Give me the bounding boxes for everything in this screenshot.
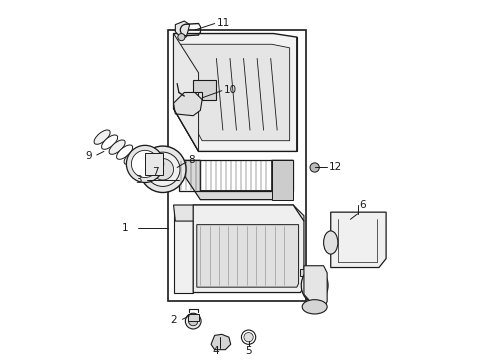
- Circle shape: [189, 316, 198, 326]
- Ellipse shape: [124, 150, 140, 164]
- Ellipse shape: [94, 130, 110, 144]
- Circle shape: [146, 152, 180, 186]
- Text: 11: 11: [217, 18, 230, 28]
- Circle shape: [126, 145, 164, 183]
- Polygon shape: [331, 212, 386, 267]
- Polygon shape: [173, 93, 202, 116]
- Text: 12: 12: [329, 162, 342, 172]
- Text: 3: 3: [135, 175, 142, 185]
- Polygon shape: [181, 44, 290, 141]
- Ellipse shape: [117, 145, 133, 159]
- Polygon shape: [175, 21, 190, 37]
- Text: 2: 2: [171, 315, 177, 325]
- Polygon shape: [173, 33, 198, 152]
- Polygon shape: [197, 225, 298, 287]
- Circle shape: [244, 333, 253, 342]
- Text: 1: 1: [122, 223, 129, 233]
- Polygon shape: [304, 266, 327, 309]
- Ellipse shape: [101, 135, 118, 149]
- Polygon shape: [188, 314, 198, 321]
- Ellipse shape: [132, 155, 147, 169]
- Polygon shape: [193, 80, 217, 100]
- Polygon shape: [173, 205, 304, 221]
- Polygon shape: [193, 205, 304, 293]
- Circle shape: [152, 158, 173, 180]
- Text: 10: 10: [223, 85, 237, 95]
- Text: 4: 4: [212, 346, 219, 356]
- Text: 8: 8: [188, 156, 195, 165]
- Ellipse shape: [301, 269, 328, 302]
- Polygon shape: [179, 160, 293, 200]
- Bar: [168, 30, 306, 301]
- Text: 5: 5: [245, 346, 252, 356]
- Circle shape: [242, 330, 256, 344]
- Ellipse shape: [323, 231, 338, 254]
- Text: 7: 7: [152, 167, 159, 177]
- Ellipse shape: [109, 140, 125, 154]
- Ellipse shape: [302, 300, 327, 314]
- Text: 6: 6: [359, 200, 366, 210]
- Circle shape: [131, 150, 159, 177]
- Ellipse shape: [305, 273, 324, 298]
- Bar: [179, 160, 293, 191]
- Bar: [145, 153, 163, 175]
- Circle shape: [310, 163, 319, 172]
- Polygon shape: [300, 269, 306, 276]
- Polygon shape: [173, 33, 297, 152]
- Polygon shape: [173, 205, 193, 293]
- Polygon shape: [272, 160, 293, 200]
- Polygon shape: [211, 334, 231, 350]
- Circle shape: [178, 33, 185, 41]
- Circle shape: [140, 146, 186, 193]
- Text: 9: 9: [85, 151, 92, 161]
- Ellipse shape: [139, 160, 155, 174]
- Circle shape: [185, 313, 201, 329]
